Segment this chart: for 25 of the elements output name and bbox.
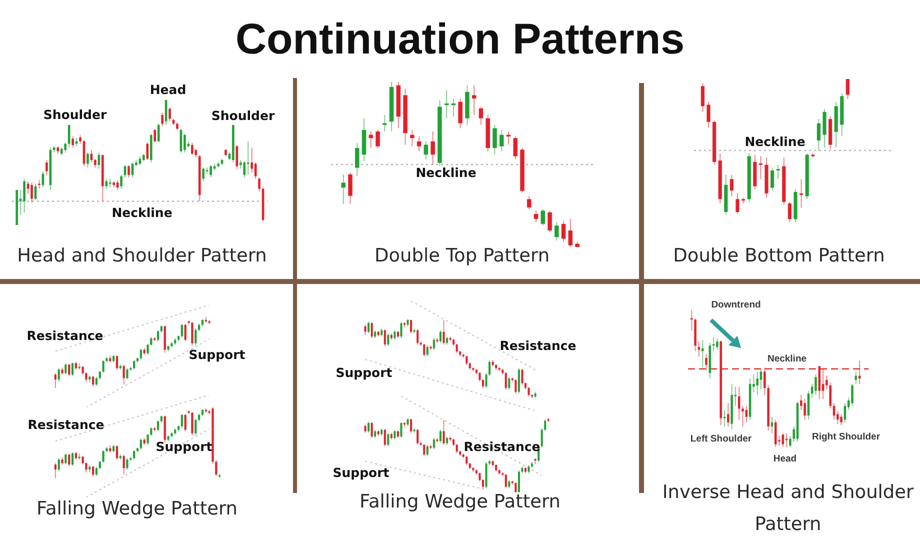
series-label: Resistance <box>26 328 104 344</box>
text: Inverse Head and Shoulder Pattern <box>661 481 915 537</box>
series-label: Resistance <box>500 338 576 354</box>
text: Head and Shoulder Pattern <box>17 245 267 267</box>
series-label: Support <box>332 464 390 480</box>
text: Continuation Patterns <box>235 15 685 65</box>
text: Falling Wedge Pattern <box>360 491 560 513</box>
series-label: Resistance <box>464 438 540 454</box>
series-label: Support <box>188 346 246 362</box>
text: Falling Wedge Pattern <box>36 498 238 520</box>
series-label: Resistance <box>28 416 104 432</box>
ref-line-label: Neckline <box>744 134 806 150</box>
text: Head <box>150 82 186 98</box>
annotation: Downtrend <box>711 300 761 312</box>
annotation: Left Shoulder <box>690 434 752 446</box>
ref-line-label: Neckline <box>767 354 807 366</box>
text: Double Bottom Pattern <box>673 245 885 267</box>
ref-line-label: Neckline <box>112 204 172 220</box>
text: Double Top Pattern <box>374 245 550 267</box>
annotation: Shoulder <box>211 108 275 124</box>
annotation: Shoulder <box>43 106 107 122</box>
text: Head <box>773 454 797 466</box>
series-label: Support <box>336 364 392 380</box>
ref-line-label: Neckline <box>416 164 476 180</box>
annotation: Right Shoulder <box>812 432 880 444</box>
